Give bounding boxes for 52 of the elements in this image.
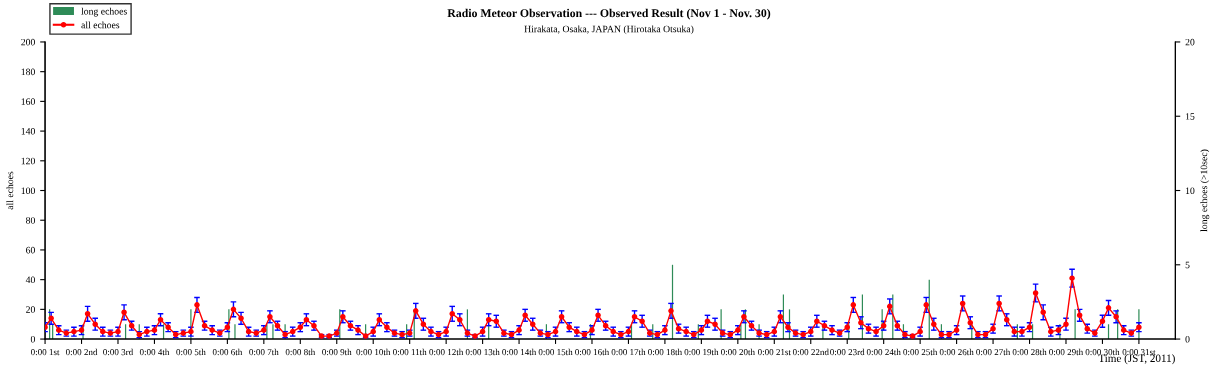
legend-label: all echoes	[81, 21, 120, 29]
x-tick-label: 0:00 9th	[322, 348, 352, 356]
legend-label: long echoes	[81, 7, 127, 17]
y-tick-label: 100	[21, 187, 35, 194]
x-tick-label: 0:00 16th	[575, 348, 610, 356]
x-tick-label: 0:00 17th	[611, 348, 646, 356]
x-tick-label: 0:00 21st	[757, 349, 791, 356]
y-tick-label: 160	[21, 98, 35, 105]
x-tick-label: 0:00 26th	[939, 348, 974, 356]
x-tick-label: 0:00 15th	[538, 348, 573, 356]
x-tick-label: 0:00 1st	[30, 349, 60, 356]
x-tick-label: 0:00 18th	[648, 348, 682, 356]
y2-tick-label: 5	[1185, 261, 1190, 269]
y-tick-label: 180	[21, 68, 35, 76]
x-tick-label: 0:00 23rd	[830, 348, 865, 356]
x-tick-label: 0:00 5th	[176, 348, 206, 356]
x-tick-label: 0:00 10th	[356, 348, 391, 356]
x-tick-label: 0:00 8th	[285, 348, 316, 356]
x-tick-label: 0:00 27th	[976, 348, 1011, 356]
y-tick-label: 60	[26, 246, 35, 254]
x-tick-label: 0:00 28th	[1012, 348, 1047, 356]
y-tick-label: 0	[30, 335, 35, 343]
y-tick-label: 120	[21, 157, 35, 165]
x-tick-label: 0:00 11th	[393, 348, 427, 356]
x-tick-label: 0:00 3rd	[103, 348, 134, 356]
x-axis-title: Time (JST, 2011)	[1098, 354, 1175, 365]
x-tick-label: 0:00 14th	[502, 348, 537, 356]
y-axis-title: all echoes	[6, 171, 14, 210]
chart-subtitle: Hirakata, Osaka, JAPAN (Hirotaka Otsuka)	[524, 25, 694, 35]
y2-tick-label: 20	[1185, 38, 1195, 46]
x-tick-label: 0:00 6th	[212, 348, 243, 356]
x-tick-label: 0:00 25th	[903, 348, 938, 356]
y-tick-label: 40	[25, 276, 35, 284]
x-tick-label: 0:00 12th	[429, 348, 464, 356]
x-tick-label: 0:00 4th	[139, 348, 170, 356]
x-tick-label: 0:00 22nd	[792, 348, 829, 356]
chart-title: Radio Meteor Observation --- Observed Result (Nov 1 - Nov. 30)	[447, 8, 771, 20]
x-tick-label: 0:00 13th	[465, 348, 500, 356]
y2-tick-label: 10	[1185, 187, 1195, 194]
x-tick-label: 0:00 19th	[684, 348, 719, 356]
y-tick-label: 140	[21, 128, 35, 135]
y2-tick-label: 15	[1185, 113, 1195, 120]
x-tick-label: 0:00 20th	[721, 348, 755, 356]
x-tick-label: 0:00 2nd	[65, 348, 98, 356]
x-tick-label: 0:00 7th	[249, 348, 279, 356]
y2-tick-label: 0	[1185, 335, 1190, 343]
y2-axis-title: long echoes (>10sec)	[1200, 149, 1210, 232]
x-tick-label: 0:00 24th	[866, 348, 901, 356]
y-tick-label: 80	[25, 217, 35, 224]
y-tick-label: 20	[26, 306, 35, 313]
y-tick-label: 200	[21, 38, 35, 46]
x-tick-label: 0:00 29th	[1049, 348, 1084, 356]
